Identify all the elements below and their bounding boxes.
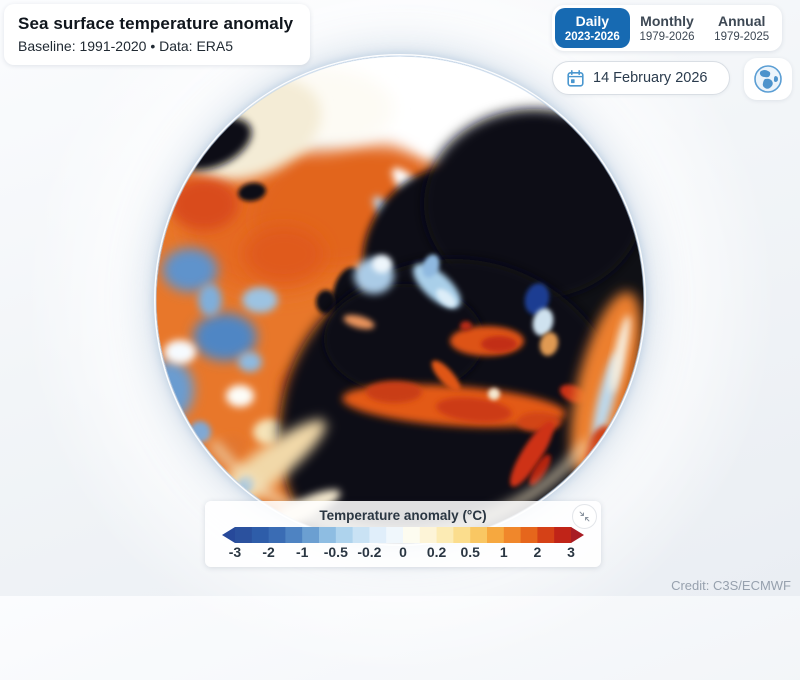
- legend-tick-label: -0.5: [323, 544, 348, 560]
- tab-range: 2023-2026: [564, 30, 620, 43]
- tab-daily[interactable]: Daily 2023-2026: [555, 8, 630, 48]
- legend-tick-label: -0.2: [357, 544, 382, 560]
- legend-collapse-button[interactable]: [572, 504, 597, 529]
- legend-title: Temperature anomaly (°C): [319, 508, 487, 523]
- legend-tick-label: -3: [228, 544, 242, 560]
- legend-tick-label: 2: [533, 544, 542, 560]
- legend-tick-label: 1: [499, 544, 508, 560]
- tab-label: Daily: [575, 12, 610, 29]
- legend-tick-label: 3: [567, 544, 575, 560]
- page-subtitle: Baseline: 1991-2020 • Data: ERA5: [18, 38, 234, 54]
- legend-colorbar: [222, 527, 584, 543]
- legend-tick-row: -3 -2 -1 -0.5 -0.2 0 0.2 0.5 1 2 3: [220, 544, 586, 562]
- legend-card: Temperature anomaly (°C) -3 -2 -1 -0.5 -0.2 0…: [205, 501, 601, 567]
- date-value: 14 February 2026: [593, 70, 708, 86]
- calendar-icon: [567, 69, 584, 87]
- collapse-arrows-icon: [579, 511, 590, 522]
- credit-text: Credit: C3S/ECMWF: [671, 578, 791, 593]
- globe-view-button[interactable]: [744, 58, 792, 100]
- legend-tick-label: 0.2: [426, 544, 447, 560]
- legend-tick-label: 0: [399, 544, 407, 560]
- tab-label: Monthly: [640, 12, 694, 29]
- tab-monthly[interactable]: Monthly 1979-2026: [630, 8, 705, 48]
- tab-range: 1979-2026: [639, 30, 695, 43]
- date-picker-button[interactable]: 14 February 2026: [552, 61, 730, 95]
- time-aggregation-tabs: Daily 2023-2026 Monthly 1979-2026 Annual…: [552, 5, 782, 51]
- title-card: Sea surface temperature anomaly Baseline…: [4, 4, 311, 65]
- globe-visualization[interactable]: [154, 54, 646, 546]
- page-title: Sea surface temperature anomaly: [18, 14, 294, 33]
- legend-tick-label: 0.5: [460, 544, 480, 560]
- tab-range: 1979-2025: [714, 30, 770, 43]
- tab-annual[interactable]: Annual 1979-2025: [704, 8, 779, 48]
- legend-tick-label: -1: [295, 544, 309, 560]
- tab-label: Annual: [717, 12, 766, 29]
- legend-tick-label: -2: [262, 544, 275, 560]
- globe-icon: [754, 65, 782, 93]
- globe-map: [155, 55, 645, 545]
